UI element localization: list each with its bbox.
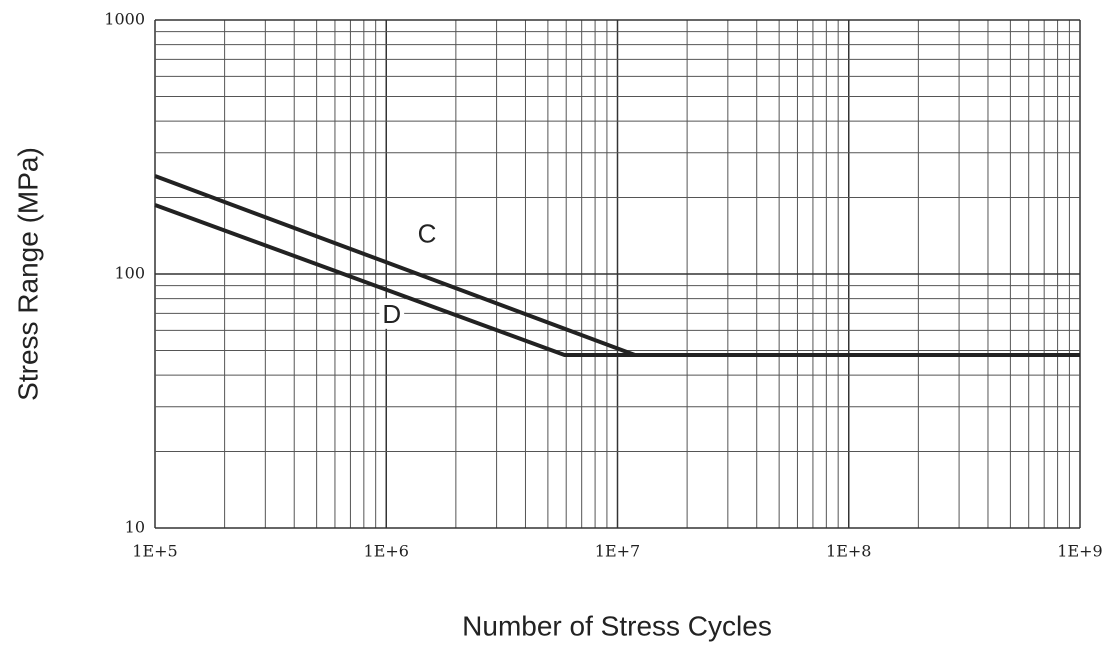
y-tick-label: 100 — [114, 264, 145, 283]
curve-label: D — [382, 299, 401, 329]
x-axis-label: Number of Stress Cycles — [462, 610, 772, 641]
curve — [154, 203, 1080, 357]
x-tick-label: 1E+7 — [595, 542, 640, 561]
x-tick-label: 1E+8 — [826, 542, 871, 561]
x-tick-label: 1E+5 — [132, 542, 177, 561]
label-background — [379, 298, 405, 329]
y-axis-label: Stress Range (MPa) — [12, 147, 43, 401]
y-tick-label: 1000 — [104, 10, 145, 29]
curve-label: C — [418, 218, 437, 248]
x-tick-label: 1E+9 — [1057, 542, 1102, 561]
y-tick-label: 10 — [125, 518, 145, 537]
label-background — [414, 218, 440, 249]
x-tick-label: 1E+6 — [364, 542, 409, 561]
